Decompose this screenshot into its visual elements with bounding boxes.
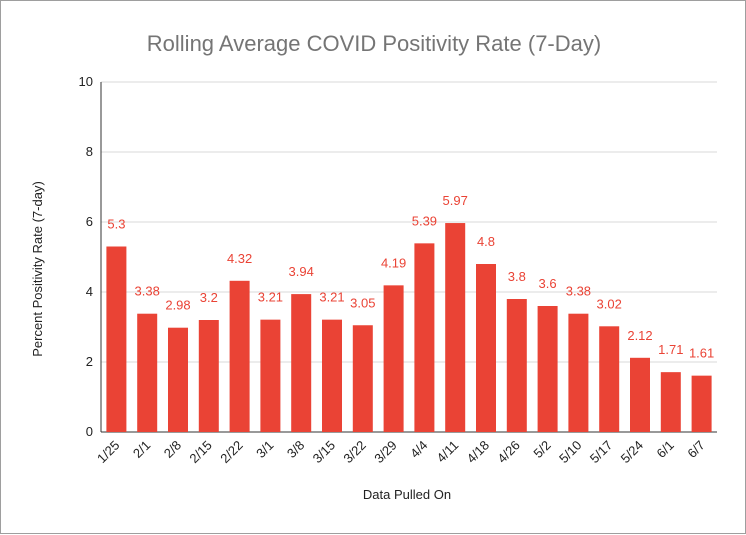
data-label: 3.21 [319, 290, 344, 305]
x-tick-label: 3/15 [310, 438, 339, 467]
x-tick-label: 5/10 [556, 438, 585, 467]
x-tick-label: 4/26 [494, 438, 523, 467]
bar [230, 281, 250, 432]
x-tick-label: 6/7 [684, 438, 707, 461]
y-axis-title: Percent Positivity Rate (7-day) [30, 181, 45, 357]
x-axis-title: Data Pulled On [363, 487, 451, 502]
data-label: 3.38 [135, 284, 160, 299]
data-label: 3.02 [597, 296, 622, 311]
chart-svg: Rolling Average COVID Positivity Rate (7… [1, 1, 746, 535]
bar [353, 325, 373, 432]
bar [106, 247, 126, 433]
bar [414, 243, 434, 432]
x-tick-label: 5/17 [587, 438, 616, 467]
y-tick-label: 6 [86, 214, 93, 229]
data-label: 4.32 [227, 251, 252, 266]
bar [260, 320, 280, 432]
bar [630, 358, 650, 432]
x-tick-label: 2/22 [217, 438, 246, 467]
x-tick-label: 6/1 [654, 438, 677, 461]
data-label: 3.38 [566, 284, 591, 299]
data-label: 2.98 [165, 298, 190, 313]
bar-layer [106, 223, 711, 432]
y-tick-label: 4 [86, 284, 93, 299]
bar [507, 299, 527, 432]
x-tick-label: 3/1 [253, 438, 276, 461]
data-label: 1.61 [689, 346, 714, 361]
bar [661, 372, 681, 432]
bar [599, 326, 619, 432]
x-tick-label: 5/24 [618, 438, 647, 467]
data-label: 3.6 [539, 276, 557, 291]
data-label: 5.3 [107, 217, 125, 232]
x-tick-label: 2/8 [161, 438, 184, 461]
bar [445, 223, 465, 432]
y-tick-label: 10 [79, 74, 93, 89]
data-label: 2.12 [627, 328, 652, 343]
x-tick-label: 5/2 [530, 438, 553, 461]
data-label: 1.71 [658, 342, 683, 357]
x-tick-label: 3/29 [371, 438, 400, 467]
x-tick-label: 4/11 [434, 438, 462, 466]
bar [199, 320, 219, 432]
bar [538, 306, 558, 432]
y-tick-label: 2 [86, 354, 93, 369]
x-tick-label: 4/4 [407, 438, 430, 461]
chart-title: Rolling Average COVID Positivity Rate (7… [147, 31, 601, 56]
bar [692, 376, 712, 432]
data-label: 4.19 [381, 255, 406, 270]
x-tick-label: 2/1 [130, 438, 153, 461]
x-tick-label: 1/25 [94, 438, 123, 467]
data-label: 5.39 [412, 213, 437, 228]
grid-layer [101, 82, 717, 432]
x-tick-label: 4/18 [464, 438, 493, 467]
data-label: 3.2 [200, 290, 218, 305]
chart-container: Rolling Average COVID Positivity Rate (7… [0, 0, 746, 534]
y-tick-label: 8 [86, 144, 93, 159]
data-label: 5.97 [443, 193, 468, 208]
bar [568, 314, 588, 432]
data-label: 3.94 [289, 264, 314, 279]
bar [291, 294, 311, 432]
x-tick-label: 3/22 [340, 438, 369, 467]
x-tick-label: 2/15 [186, 438, 215, 467]
x-tick-label: 3/8 [284, 438, 307, 461]
bar [476, 264, 496, 432]
y-tick-label: 0 [86, 424, 93, 439]
data-label: 3.21 [258, 290, 283, 305]
bar [384, 285, 404, 432]
data-label: 4.8 [477, 234, 495, 249]
bar [322, 320, 342, 432]
data-label: 3.8 [508, 269, 526, 284]
bar [137, 314, 157, 432]
bar [168, 328, 188, 432]
data-label-layer: 5.3 3.38 2.98 3.2 4.32 3.21 3.94 3.21 3.05 4.19 5.… [107, 193, 714, 361]
data-label: 3.05 [350, 295, 375, 310]
